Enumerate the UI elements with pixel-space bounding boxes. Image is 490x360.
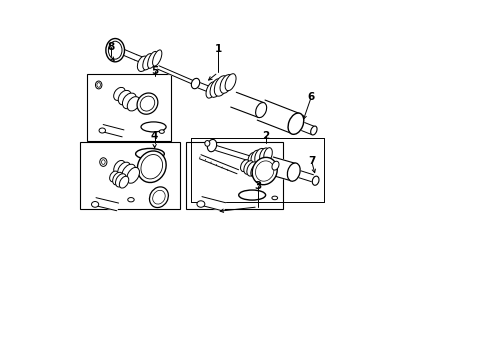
Text: 7: 7 [308,156,316,166]
Ellipse shape [120,176,129,188]
Ellipse shape [147,51,157,68]
Ellipse shape [122,164,136,181]
Ellipse shape [113,172,123,185]
Ellipse shape [241,160,249,172]
Ellipse shape [159,130,164,134]
Ellipse shape [118,162,131,178]
Text: 4: 4 [151,131,158,141]
Ellipse shape [220,75,232,93]
Ellipse shape [244,161,254,174]
Ellipse shape [141,154,163,179]
Ellipse shape [152,50,162,66]
Ellipse shape [106,39,124,62]
Polygon shape [301,122,315,135]
Ellipse shape [127,167,140,183]
Polygon shape [101,125,124,137]
Ellipse shape [116,174,126,187]
Ellipse shape [101,160,105,165]
Text: 1: 1 [215,44,222,54]
Ellipse shape [260,148,270,163]
Polygon shape [94,198,119,211]
Polygon shape [269,157,296,181]
Polygon shape [231,92,264,117]
Text: 3: 3 [254,181,262,192]
Bar [80,142,180,209]
Ellipse shape [207,139,217,152]
Polygon shape [216,146,253,162]
Ellipse shape [252,157,277,185]
Ellipse shape [137,56,148,72]
Ellipse shape [92,202,98,207]
Ellipse shape [114,87,125,100]
Ellipse shape [114,161,125,175]
Polygon shape [299,171,314,182]
Text: 8: 8 [107,42,114,52]
Polygon shape [122,50,137,60]
Ellipse shape [272,196,278,200]
Ellipse shape [140,96,155,111]
Ellipse shape [153,190,165,204]
Ellipse shape [210,78,222,97]
Ellipse shape [247,162,257,176]
Ellipse shape [96,81,102,89]
Ellipse shape [239,190,266,200]
Ellipse shape [255,161,274,181]
Ellipse shape [122,93,137,109]
Ellipse shape [149,187,169,208]
Ellipse shape [191,78,200,89]
Ellipse shape [312,176,319,185]
Ellipse shape [137,151,166,183]
Ellipse shape [137,93,158,114]
Ellipse shape [255,148,266,165]
Ellipse shape [264,148,272,162]
Bar [186,142,283,209]
Polygon shape [200,197,225,211]
Ellipse shape [108,41,122,59]
Polygon shape [199,155,239,174]
Ellipse shape [127,96,140,111]
Ellipse shape [128,198,134,202]
Text: 5: 5 [151,66,158,76]
Ellipse shape [205,140,210,146]
Ellipse shape [99,128,105,133]
Ellipse shape [141,122,166,132]
Ellipse shape [206,82,217,98]
Ellipse shape [100,158,107,166]
Ellipse shape [288,113,304,134]
Polygon shape [198,83,210,92]
Polygon shape [157,66,196,85]
Text: 2: 2 [262,131,270,141]
Ellipse shape [251,150,262,166]
Ellipse shape [256,103,267,118]
Ellipse shape [225,74,236,91]
Ellipse shape [311,126,317,135]
Ellipse shape [110,171,119,182]
Ellipse shape [118,90,131,105]
Ellipse shape [97,83,100,87]
Text: 6: 6 [308,92,315,102]
Ellipse shape [248,153,256,166]
Ellipse shape [272,161,279,170]
Ellipse shape [136,148,164,159]
Ellipse shape [197,201,205,207]
Polygon shape [257,100,299,133]
Ellipse shape [143,54,153,70]
Ellipse shape [287,163,300,181]
Bar [87,74,172,140]
Ellipse shape [214,76,228,96]
Polygon shape [135,55,145,63]
Ellipse shape [251,164,260,177]
